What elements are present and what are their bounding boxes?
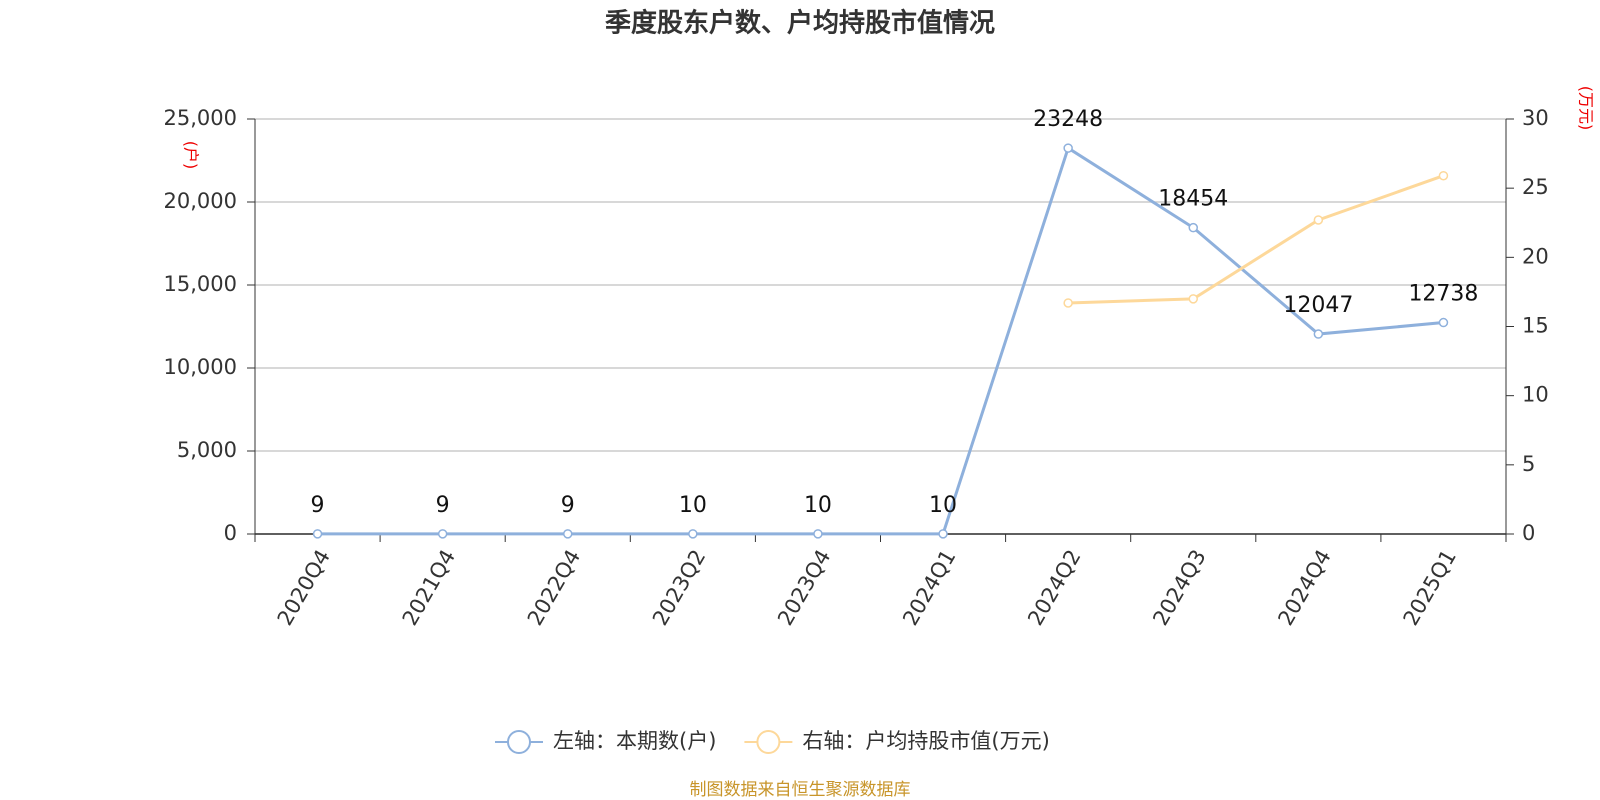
data-point bbox=[1188, 294, 1198, 304]
x-tick-label: 2024Q2 bbox=[1023, 546, 1085, 630]
chart-title: 季度股东户数、户均持股市值情况 bbox=[605, 8, 995, 39]
x-tick-label: 2021Q4 bbox=[398, 546, 460, 630]
y-tick-label: 15,000 bbox=[164, 272, 237, 296]
data-point bbox=[437, 529, 448, 539]
y-axis-unit: (户) bbox=[182, 141, 201, 170]
y2-tick-label: 25 bbox=[1522, 175, 1549, 199]
data-point bbox=[1063, 298, 1073, 308]
y-tick-label: 20,000 bbox=[164, 189, 237, 213]
data-label: 10 bbox=[679, 493, 707, 518]
y2-tick-label: 15 bbox=[1522, 314, 1549, 338]
data-point bbox=[312, 529, 323, 539]
y-tick-label: 10,000 bbox=[164, 355, 237, 379]
source-note: 制图数据来自恒生聚源数据库 bbox=[690, 780, 911, 800]
data-label: 9 bbox=[561, 493, 575, 518]
data-label: 18454 bbox=[1158, 187, 1228, 212]
data-point bbox=[1438, 317, 1449, 328]
y2-tick-label: 0 bbox=[1522, 521, 1535, 545]
y2-tick-label: 20 bbox=[1522, 244, 1549, 268]
data-point bbox=[1063, 143, 1073, 153]
y2-axis-unit: (万元) bbox=[1577, 86, 1596, 131]
legend-marker bbox=[507, 730, 531, 754]
data-point bbox=[1438, 170, 1449, 181]
data-label: 9 bbox=[436, 493, 450, 518]
data-label: 10 bbox=[804, 493, 832, 518]
y-tick-label: 0 bbox=[224, 521, 237, 545]
x-tick-label: 2024Q1 bbox=[898, 546, 960, 630]
legend-item: 右轴：户均持股市值(万元) bbox=[744, 729, 1050, 754]
data-point bbox=[813, 529, 823, 539]
x-tick-label: 2024Q3 bbox=[1148, 546, 1210, 630]
data-point bbox=[688, 529, 698, 539]
legend-marker bbox=[756, 730, 781, 754]
data-point bbox=[938, 529, 948, 539]
data-label: 12738 bbox=[1408, 282, 1478, 307]
data-point bbox=[1313, 329, 1324, 339]
y2-tick-label: 30 bbox=[1522, 106, 1549, 130]
data-label: 12047 bbox=[1283, 293, 1353, 318]
y2-tick-label: 10 bbox=[1522, 383, 1549, 407]
legend-label: 右轴：户均持股市值(万元) bbox=[802, 729, 1049, 753]
x-tick-label: 2025Q1 bbox=[1399, 546, 1461, 630]
x-tick-label: 2022Q4 bbox=[523, 546, 585, 630]
y2-tick-label: 5 bbox=[1522, 452, 1535, 476]
x-tick-label: 2020Q4 bbox=[273, 546, 335, 630]
x-tick-label: 2024Q4 bbox=[1273, 546, 1335, 630]
data-label: 23248 bbox=[1033, 107, 1103, 132]
y-tick-label: 5,000 bbox=[177, 438, 237, 462]
data-point bbox=[563, 529, 573, 539]
x-tick-label: 2023Q2 bbox=[648, 546, 710, 630]
data-point bbox=[1188, 222, 1198, 233]
series-line bbox=[317, 145, 1444, 536]
data-point bbox=[1313, 215, 1324, 225]
legend-item: 左轴：本期数(户) bbox=[495, 729, 716, 754]
data-label: 10 bbox=[929, 493, 957, 518]
y-tick-label: 25,000 bbox=[164, 106, 237, 130]
data-label: 9 bbox=[311, 493, 325, 518]
series-line bbox=[1068, 174, 1444, 305]
legend-label: 左轴：本期数(户) bbox=[553, 729, 716, 753]
x-tick-label: 2023Q4 bbox=[773, 546, 835, 630]
